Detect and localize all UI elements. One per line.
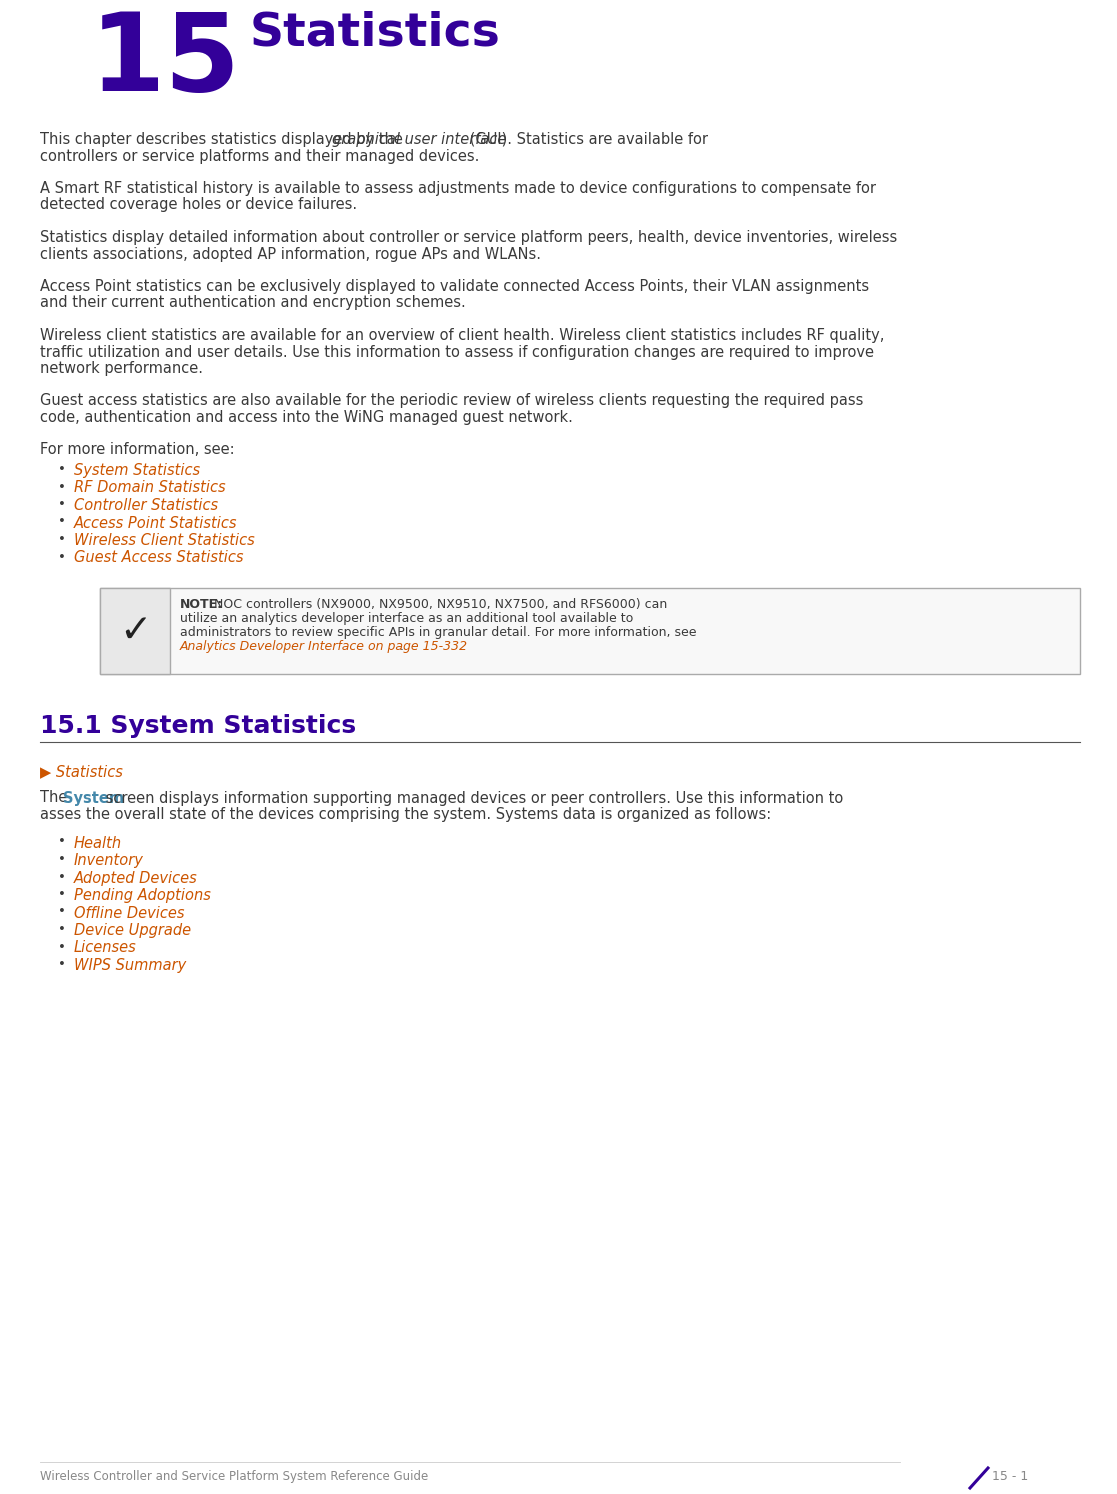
Text: This chapter describes statistics displayed by the: This chapter describes statistics displa… xyxy=(40,131,408,146)
Text: •: • xyxy=(58,533,66,545)
Bar xyxy=(101,589,1080,674)
Text: RF Domain Statistics: RF Domain Statistics xyxy=(74,481,226,496)
Text: Wireless Controller and Service Platform System Reference Guide: Wireless Controller and Service Platform… xyxy=(40,1470,428,1484)
Text: •: • xyxy=(58,498,66,511)
Text: System Statistics: System Statistics xyxy=(74,463,200,478)
Text: Guest access statistics are also available for the periodic review of wireless c: Guest access statistics are also availab… xyxy=(40,393,863,408)
Text: Analytics Developer Interface on page 15-332: Analytics Developer Interface on page 15… xyxy=(180,639,468,653)
Text: .: . xyxy=(400,639,404,653)
Text: Licenses: Licenses xyxy=(74,941,136,956)
Text: System: System xyxy=(63,790,124,805)
Text: clients associations, adopted AP information, rogue APs and WLANs.: clients associations, adopted AP informa… xyxy=(40,247,541,261)
Text: Adopted Devices: Adopted Devices xyxy=(74,871,198,886)
Text: 15.1 System Statistics: 15.1 System Statistics xyxy=(40,714,356,738)
Text: •: • xyxy=(58,887,66,901)
Text: Access Point Statistics: Access Point Statistics xyxy=(74,515,238,530)
Text: (GUI). Statistics are available for: (GUI). Statistics are available for xyxy=(465,131,708,146)
Text: Health: Health xyxy=(74,835,122,850)
Text: •: • xyxy=(58,463,66,477)
Text: code, authentication and access into the WiNG managed guest network.: code, authentication and access into the… xyxy=(40,409,573,424)
Text: •: • xyxy=(58,481,66,493)
Text: Pending Adoptions: Pending Adoptions xyxy=(74,887,211,902)
Text: ✓: ✓ xyxy=(118,613,151,650)
Text: •: • xyxy=(58,515,66,529)
Text: Statistics display detailed information about controller or service platform pee: Statistics display detailed information … xyxy=(40,230,897,245)
Text: NOTE:: NOTE: xyxy=(180,598,223,611)
Text: 15: 15 xyxy=(89,7,240,114)
Text: WIPS Summary: WIPS Summary xyxy=(74,958,187,973)
Text: •: • xyxy=(58,923,66,937)
Text: A Smart RF statistical history is available to assess adjustments made to device: A Smart RF statistical history is availa… xyxy=(40,181,876,196)
Text: network performance.: network performance. xyxy=(40,362,203,376)
Text: Access Point statistics can be exclusively displayed to validate connected Acces: Access Point statistics can be exclusive… xyxy=(40,279,869,294)
Text: detected coverage holes or device failures.: detected coverage holes or device failur… xyxy=(40,197,357,212)
Text: •: • xyxy=(58,853,66,867)
Text: •: • xyxy=(58,905,66,919)
Text: •: • xyxy=(58,835,66,849)
Text: •: • xyxy=(58,871,66,883)
Text: The: The xyxy=(40,790,71,805)
Text: For more information, see:: For more information, see: xyxy=(40,442,235,457)
Text: utilize an analytics developer interface as an additional tool available to: utilize an analytics developer interface… xyxy=(180,613,633,624)
Text: Wireless Client Statistics: Wireless Client Statistics xyxy=(74,533,255,548)
Text: Wireless client statistics are available for an overview of client health. Wirel: Wireless client statistics are available… xyxy=(40,329,885,344)
Text: ▶ Statistics: ▶ Statistics xyxy=(40,763,123,778)
Text: Controller Statistics: Controller Statistics xyxy=(74,498,218,512)
Text: Inventory: Inventory xyxy=(74,853,144,868)
Text: controllers or service platforms and their managed devices.: controllers or service platforms and the… xyxy=(40,148,479,163)
Text: Device Upgrade: Device Upgrade xyxy=(74,923,191,938)
Text: Guest Access Statistics: Guest Access Statistics xyxy=(74,550,244,566)
Text: traffic utilization and user details. Use this information to assess if configur: traffic utilization and user details. Us… xyxy=(40,345,873,360)
Text: •: • xyxy=(58,941,66,953)
Text: NOC controllers (NX9000, NX9500, NX9510, NX7500, and RFS6000) can: NOC controllers (NX9000, NX9500, NX9510,… xyxy=(210,598,668,611)
Text: and their current authentication and encryption schemes.: and their current authentication and enc… xyxy=(40,296,466,311)
Text: •: • xyxy=(58,550,66,563)
Bar xyxy=(101,589,170,674)
Text: screen displays information supporting managed devices or peer controllers. Use : screen displays information supporting m… xyxy=(101,790,843,805)
Text: Offline Devices: Offline Devices xyxy=(74,905,184,920)
Text: 15 - 1: 15 - 1 xyxy=(992,1470,1029,1484)
Text: administrators to review specific APIs in granular detail. For more information,: administrators to review specific APIs i… xyxy=(180,626,697,639)
Text: Statistics: Statistics xyxy=(250,10,500,55)
Text: graphical user interface: graphical user interface xyxy=(332,131,506,146)
Text: •: • xyxy=(58,958,66,971)
Text: asses the overall state of the devices comprising the system. Systems data is or: asses the overall state of the devices c… xyxy=(40,807,771,822)
